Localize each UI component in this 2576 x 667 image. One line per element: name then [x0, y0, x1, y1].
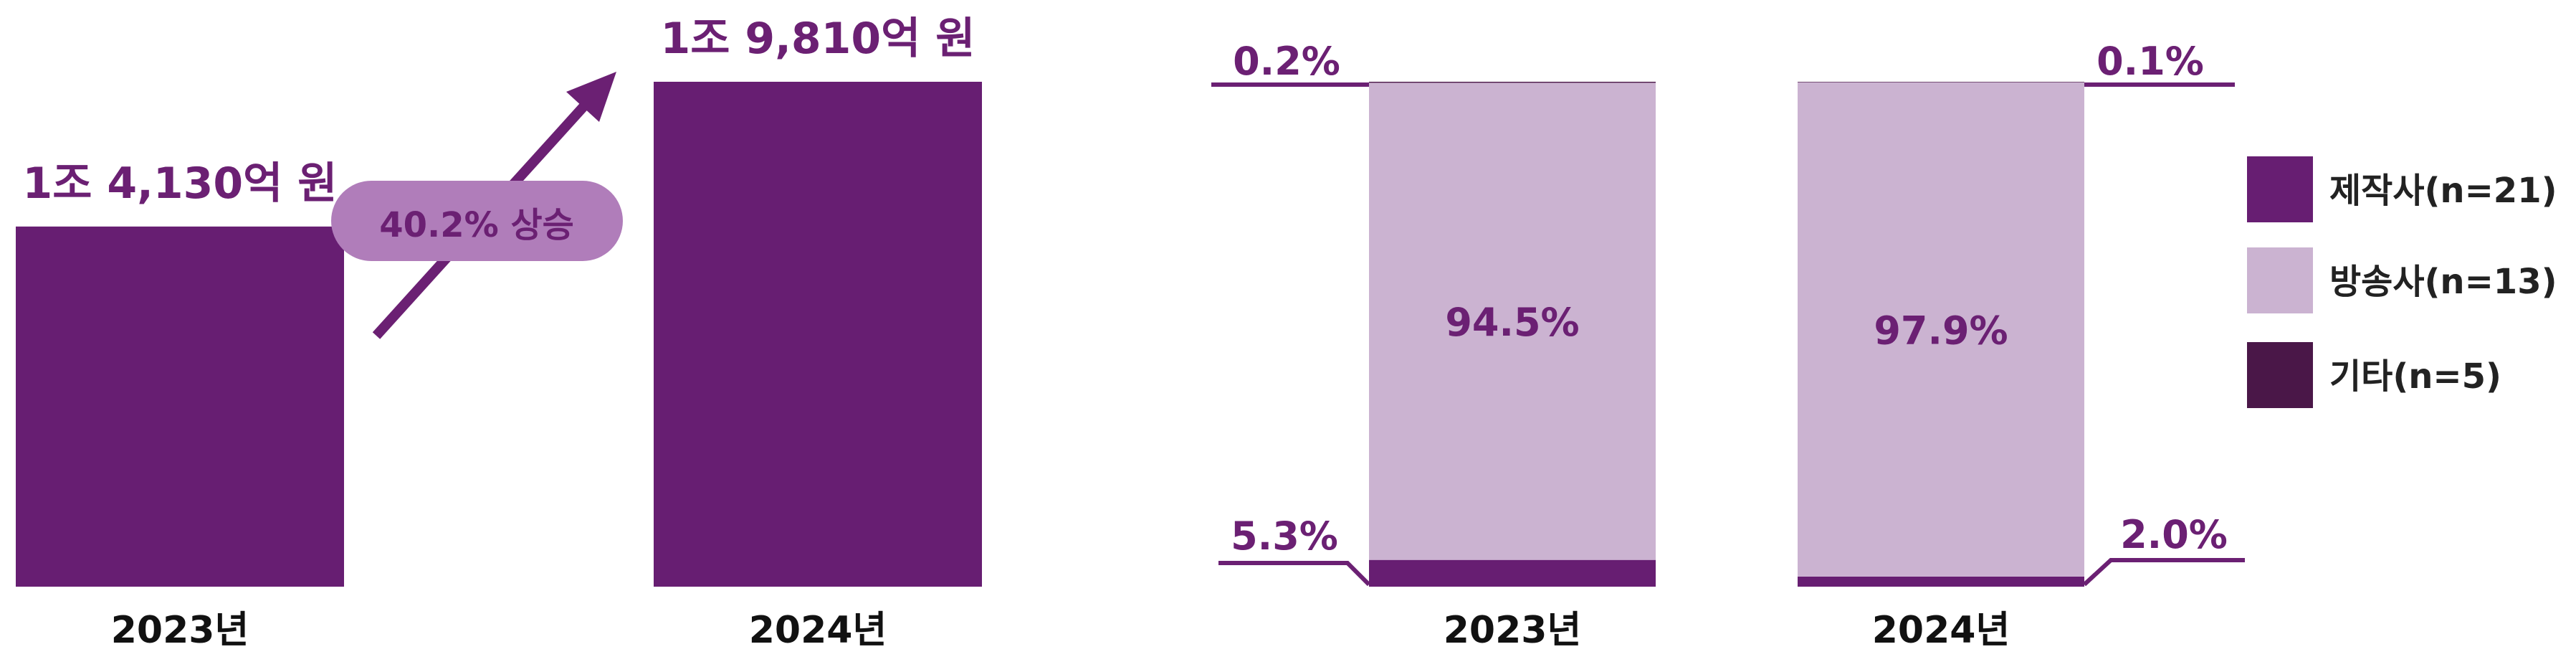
broadcaster-2024-value-label: 97.9%: [1874, 308, 2008, 353]
legend: 제작사(n=21) 방송사(n=13) 기타(n=5): [2247, 156, 2557, 408]
growth-badge-label: 40.2% 상승: [379, 205, 574, 245]
bar-total-2023-value-label: 1조 4,130억 원: [23, 159, 338, 209]
legend-swatch-producer: [2247, 156, 2313, 222]
x-tick-label-2024: 2024년: [749, 609, 887, 652]
segment-broadcaster-2023: [1369, 82, 1656, 560]
share-x-tick-label-2023: 2023년: [1444, 609, 1582, 652]
other-2024-value-label: 0.1%: [2096, 39, 2204, 84]
producer-2024-value-label: 2.0%: [2120, 512, 2228, 557]
legend-swatch-broadcaster: [2247, 247, 2313, 313]
legend-swatch-other: [2247, 342, 2313, 408]
legend-label-producer: 제작사(n=21): [2329, 171, 2557, 211]
share-x-tick-label-2024: 2024년: [1872, 609, 2010, 652]
other-2023-value-label: 0.2%: [1233, 39, 1340, 84]
growth-badge: [331, 181, 623, 261]
legend-label-other: 기타(n=5): [2329, 356, 2501, 397]
total-amount-chart: 1조 4,130억 원 1조 9,810억 원 2023년 2024년 40.2…: [16, 14, 982, 652]
bar-total-2024: [654, 82, 982, 587]
leader-line-producer-2023: [1218, 561, 1371, 587]
share-chart: 0.2% 0.1% 5.3% 2.0% 94.5% 97.9% 2023년 20…: [1211, 39, 2245, 652]
segment-producer-2024: [1798, 576, 2084, 587]
broadcaster-2023-value-label: 94.5%: [1445, 300, 1579, 345]
producer-2023-value-label: 5.3%: [1231, 514, 1338, 559]
segment-broadcaster-2024: [1798, 82, 2084, 577]
segment-producer-2023: [1369, 559, 1656, 587]
bar-total-2024-value-label: 1조 9,810억 원: [661, 14, 975, 64]
bar-total-2023: [16, 226, 344, 587]
leader-line-producer-2024: [2082, 558, 2245, 587]
legend-label-broadcaster: 방송사(n=13): [2329, 262, 2557, 302]
x-tick-label-2023: 2023년: [111, 609, 249, 652]
